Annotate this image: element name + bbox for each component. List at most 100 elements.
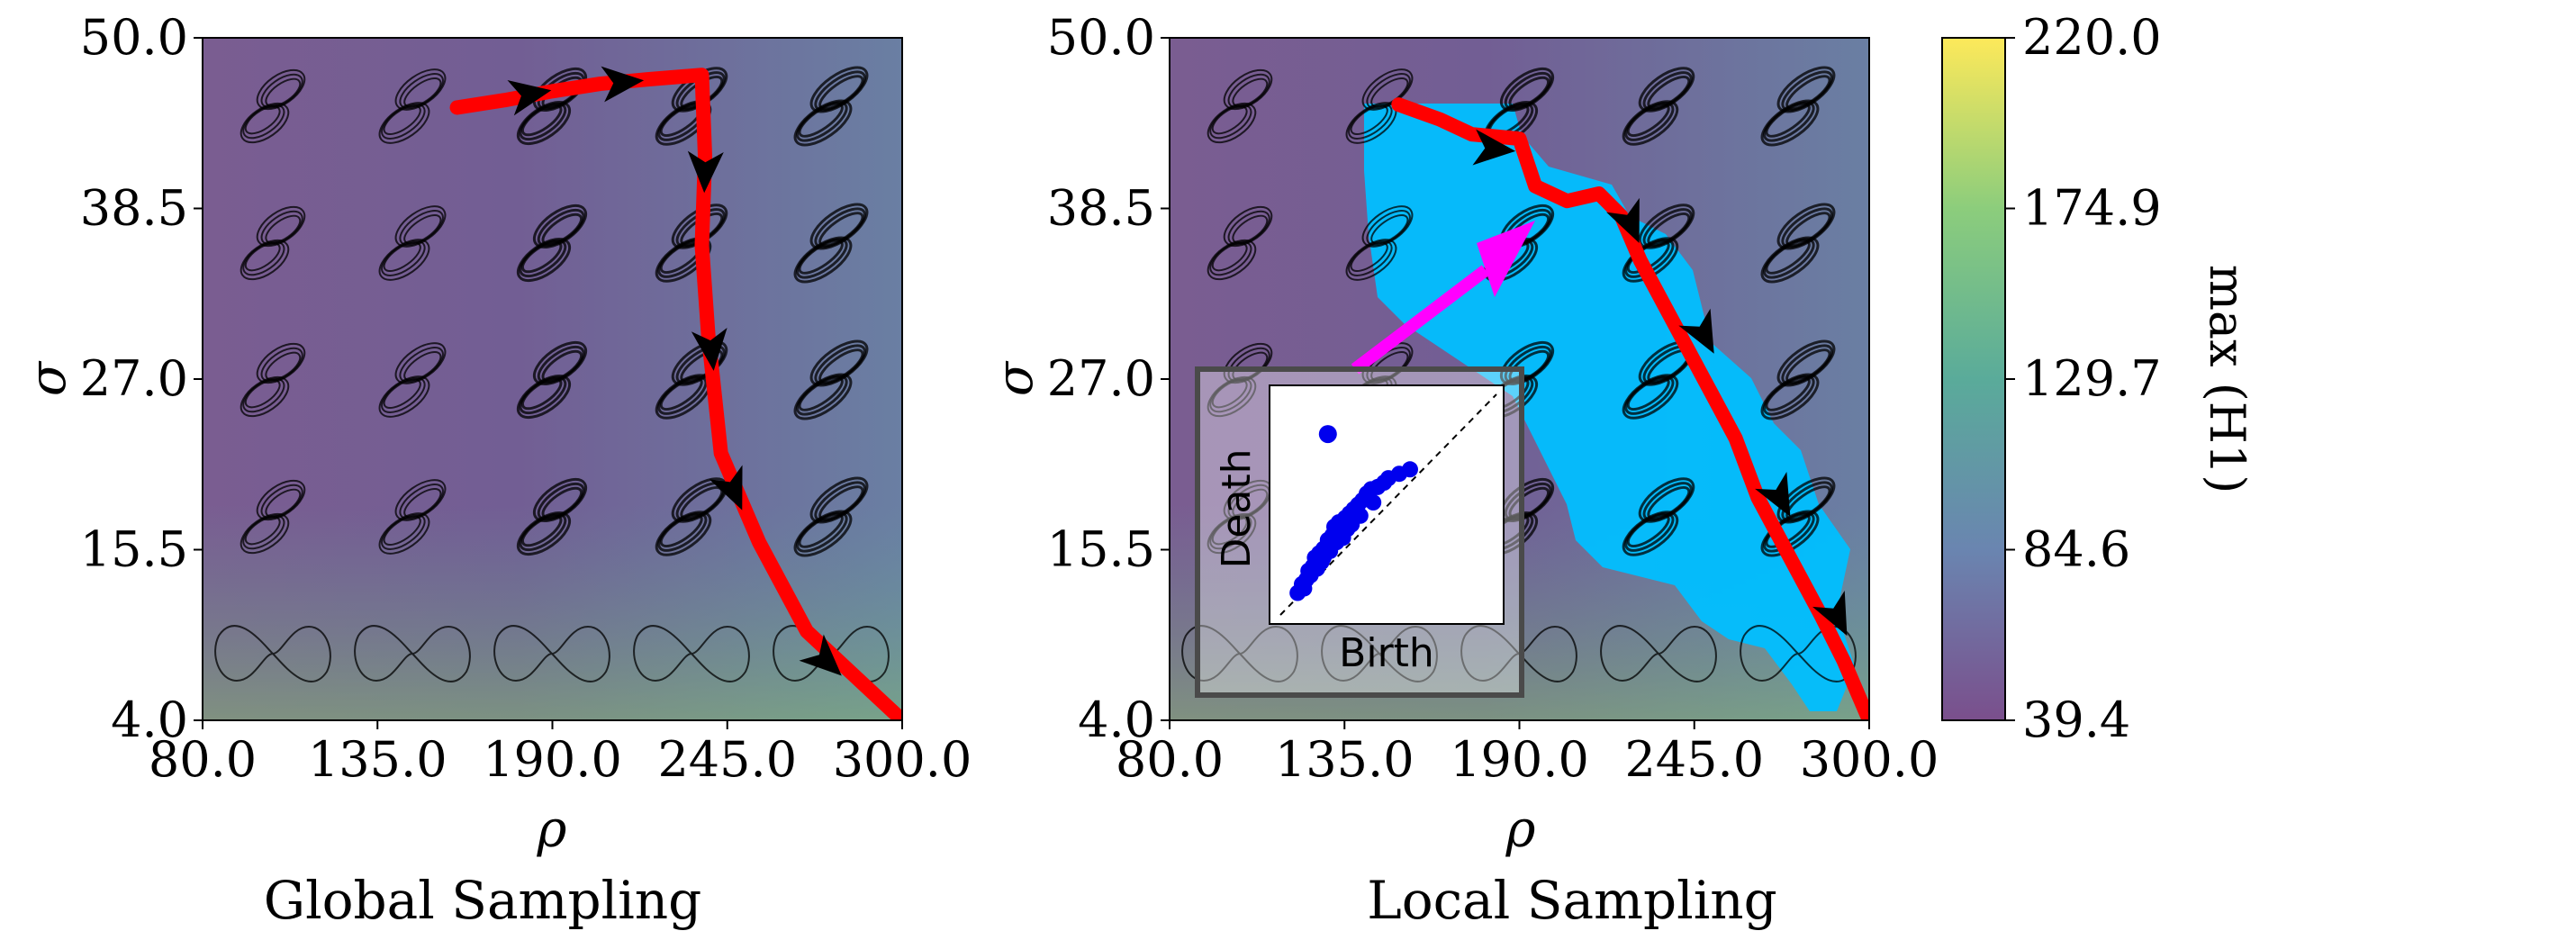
x-axis-label: ρ <box>537 800 567 859</box>
path-arrowhead <box>1678 308 1714 354</box>
y-axis-label: σ <box>986 360 1044 396</box>
colorbar-label: max (H1) <box>2199 265 2255 494</box>
path-arrowhead <box>709 465 743 511</box>
attractor-glyph <box>1460 625 1577 682</box>
panel-caption: Global Sampling <box>264 870 702 931</box>
attractor-glyph <box>493 625 610 682</box>
colorbar-gradient <box>1941 37 2006 721</box>
path-arrowhead <box>1755 471 1791 517</box>
path-arrows <box>1472 129 1848 637</box>
attractor-glyph <box>378 342 447 418</box>
attractor-glyph <box>240 479 306 555</box>
y-tick-labels: 4.0 15.5 27.0 38.5 50.0 <box>1047 9 1170 748</box>
attractor-glyph <box>633 625 750 682</box>
optimization-path <box>449 68 902 720</box>
path-arrowhead <box>687 150 724 194</box>
attractor-glyph <box>240 68 306 144</box>
path-arrowhead <box>507 79 552 116</box>
attractor-glyph <box>378 479 447 555</box>
attractor-glyph <box>1760 476 1836 557</box>
panel-caption: Local Sampling <box>1367 870 1777 931</box>
persistence-point <box>1351 507 1369 524</box>
path-arrowhead <box>601 66 645 103</box>
attractor-glyph <box>793 476 869 557</box>
persistence-point <box>1365 494 1382 511</box>
attractor-glyph <box>378 68 447 144</box>
x-tick-label: 300.0 <box>833 731 972 788</box>
attractor-glyph <box>793 203 869 284</box>
y-tick-labels: 4.0 15.5 27.0 38.5 50.0 <box>80 9 203 748</box>
persistence-point <box>1339 520 1356 538</box>
inset-pointer-arrow <box>1351 221 1535 375</box>
y-tick-label: 4.0 <box>1078 691 1155 748</box>
attractor-glyph <box>1207 342 1273 418</box>
colorbar-tick-label: 84.6 <box>2022 521 2130 578</box>
colorbar-tick-label: 129.7 <box>2022 350 2162 407</box>
attractor-glyph <box>1760 66 1836 147</box>
attractor-glyphs <box>214 66 890 682</box>
attractor-glyph <box>1600 625 1717 682</box>
attractor-glyph <box>1760 203 1836 284</box>
attractor-glyph <box>793 66 869 147</box>
attractor-glyph <box>516 477 588 556</box>
local-sampling-panel: 80.0 135.0 190.0 245.0 300.0 4.0 15.5 27.0 38.5… <box>986 9 1939 931</box>
x-tick-labels: 80.0 135.0 190.0 245.0 300.0 <box>1116 720 1939 788</box>
attractor-glyph <box>1622 477 1695 556</box>
persistence-point <box>1308 560 1325 577</box>
attractor-glyph <box>378 205 447 281</box>
inset-x-label: Birth <box>1339 630 1434 676</box>
colorbar-tick-label: 39.4 <box>2022 691 2130 748</box>
y-tick-label: 27.0 <box>1047 350 1155 407</box>
x-axis-label: ρ <box>1505 800 1536 859</box>
attractor-glyph <box>1207 479 1273 555</box>
y-tick-label: 15.5 <box>80 521 188 578</box>
inset-y-label: Death <box>1214 448 1260 568</box>
attractor-glyph <box>240 205 306 281</box>
attractor-glyph <box>240 342 306 418</box>
y-tick-label: 15.5 <box>1047 521 1155 578</box>
attractor-glyph <box>793 339 869 420</box>
attractor-glyph <box>354 625 471 682</box>
path-arrowhead <box>1812 591 1848 637</box>
path-arrowhead <box>1472 129 1516 166</box>
x-tick-label: 80.0 <box>149 731 257 788</box>
x-tick-label: 190.0 <box>1450 731 1589 788</box>
y-tick-label: 4.0 <box>111 691 188 748</box>
path-line <box>449 68 902 720</box>
x-tick-label: 245.0 <box>1624 731 1764 788</box>
colorbar-tick-label: 220.0 <box>2022 9 2162 66</box>
attractor-glyph <box>1181 625 1298 682</box>
attractor-glyph <box>516 203 588 283</box>
x-tick-label: 80.0 <box>1116 731 1224 788</box>
optimization-path <box>1391 97 1869 720</box>
x-tick-label: 135.0 <box>1275 731 1415 788</box>
persistence-point <box>1328 534 1345 551</box>
attractor-glyph <box>214 625 331 682</box>
persistence-points <box>1289 425 1418 601</box>
colorbar-tick-labels: 220.0 174.9 129.7 84.6 39.4 <box>2005 9 2162 748</box>
x-tick-labels: 80.0 135.0 190.0 245.0 300.0 <box>149 720 972 788</box>
y-axis-label: σ <box>19 360 77 396</box>
attractor-glyph <box>516 340 588 420</box>
colorbar-tick-label: 174.9 <box>2022 180 2162 237</box>
persistence-diagram-inset: Birth Death <box>1195 366 1524 698</box>
attractor-glyph <box>1207 68 1273 144</box>
path-arrowhead <box>1606 197 1640 244</box>
path-arrowhead <box>799 634 842 676</box>
attractor-glyph <box>1321 625 1438 682</box>
global-sampling-panel: 80.0 135.0 190.0 245.0 300.0 4.0 15.5 27.0 38.5… <box>19 9 972 931</box>
x-tick-label: 245.0 <box>657 731 797 788</box>
attractor-glyph <box>1345 205 1414 281</box>
y-tick-label: 50.0 <box>80 9 188 66</box>
persistence-point <box>1402 461 1418 478</box>
attractor-glyph <box>1207 205 1273 281</box>
x-tick-label: 135.0 <box>308 731 447 788</box>
path-arrowhead <box>691 328 728 371</box>
attractor-glyph <box>1760 339 1836 420</box>
y-tick-label: 38.5 <box>1047 180 1155 237</box>
path-arrows <box>507 66 842 676</box>
persistence-point <box>1296 580 1313 597</box>
attractor-glyph <box>1622 67 1695 146</box>
y-tick-label: 50.0 <box>1047 9 1155 66</box>
